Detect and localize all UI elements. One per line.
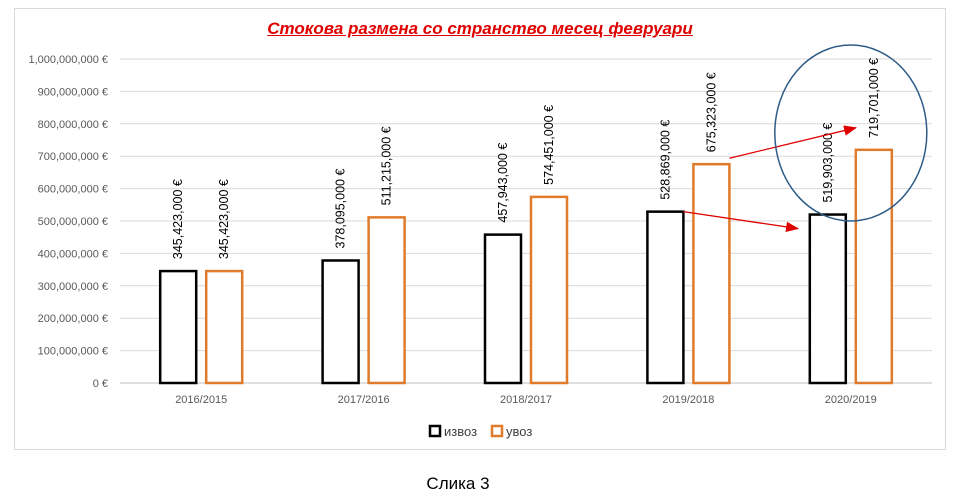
bar-export (483, 233, 523, 385)
y-tick-label: 500,000,000 € (38, 216, 108, 228)
chart-title: Стокова размена со странство месец февру… (267, 19, 693, 38)
data-label: 574,451,000 € (542, 105, 556, 185)
y-tick-label: 200,000,000 € (38, 313, 108, 325)
data-label: 528,869,000 € (658, 120, 672, 200)
bar-import (692, 162, 731, 385)
bar-export (808, 213, 848, 385)
bar-import (529, 195, 569, 385)
x-tick-label: 2016/2015 (175, 394, 227, 406)
x-tick-label: 2019/2018 (662, 394, 714, 406)
data-label: 519,903,000 € (821, 123, 835, 203)
bar-import (367, 216, 406, 385)
bar-export (321, 259, 360, 385)
bar-import (204, 269, 244, 385)
y-tick-label: 0 € (93, 378, 108, 390)
trend-arrow-import (729, 125, 858, 159)
data-label: 457,943,000 € (496, 143, 510, 223)
bar-export (158, 269, 198, 385)
trend-arrow-export (683, 211, 800, 232)
data-label: 345,423,000 € (217, 179, 231, 259)
legend-label: извоз (444, 424, 477, 439)
bar-import (854, 148, 894, 385)
y-tick-label: 100,000,000 € (38, 346, 108, 358)
y-tick-label: 1,000,000,000 € (28, 54, 108, 66)
data-label: 345,423,000 € (171, 179, 185, 259)
y-tick-label: 700,000,000 € (38, 151, 108, 163)
legend-swatch (490, 424, 504, 438)
legend-swatch (428, 424, 442, 438)
y-tick-label: 600,000,000 € (38, 184, 108, 196)
data-label: 378,095,000 € (334, 169, 348, 249)
data-label: 719,701,000 € (867, 58, 881, 138)
figure-caption: Слика 3 (426, 474, 490, 493)
highlight-ellipse (774, 44, 928, 222)
data-label: 675,323,000 € (704, 72, 718, 152)
y-tick-label: 900,000,000 € (38, 86, 108, 98)
y-tick-label: 400,000,000 € (38, 248, 108, 260)
bar-export (646, 210, 685, 385)
x-tick-label: 2017/2016 (338, 394, 390, 406)
y-tick-label: 300,000,000 € (38, 281, 108, 293)
x-tick-label: 2018/2017 (500, 394, 552, 406)
y-tick-label: 800,000,000 € (38, 119, 108, 131)
x-tick-label: 2020/2019 (825, 394, 877, 406)
legend-label: увоз (506, 424, 532, 439)
data-label: 511,215,000 € (380, 126, 394, 205)
